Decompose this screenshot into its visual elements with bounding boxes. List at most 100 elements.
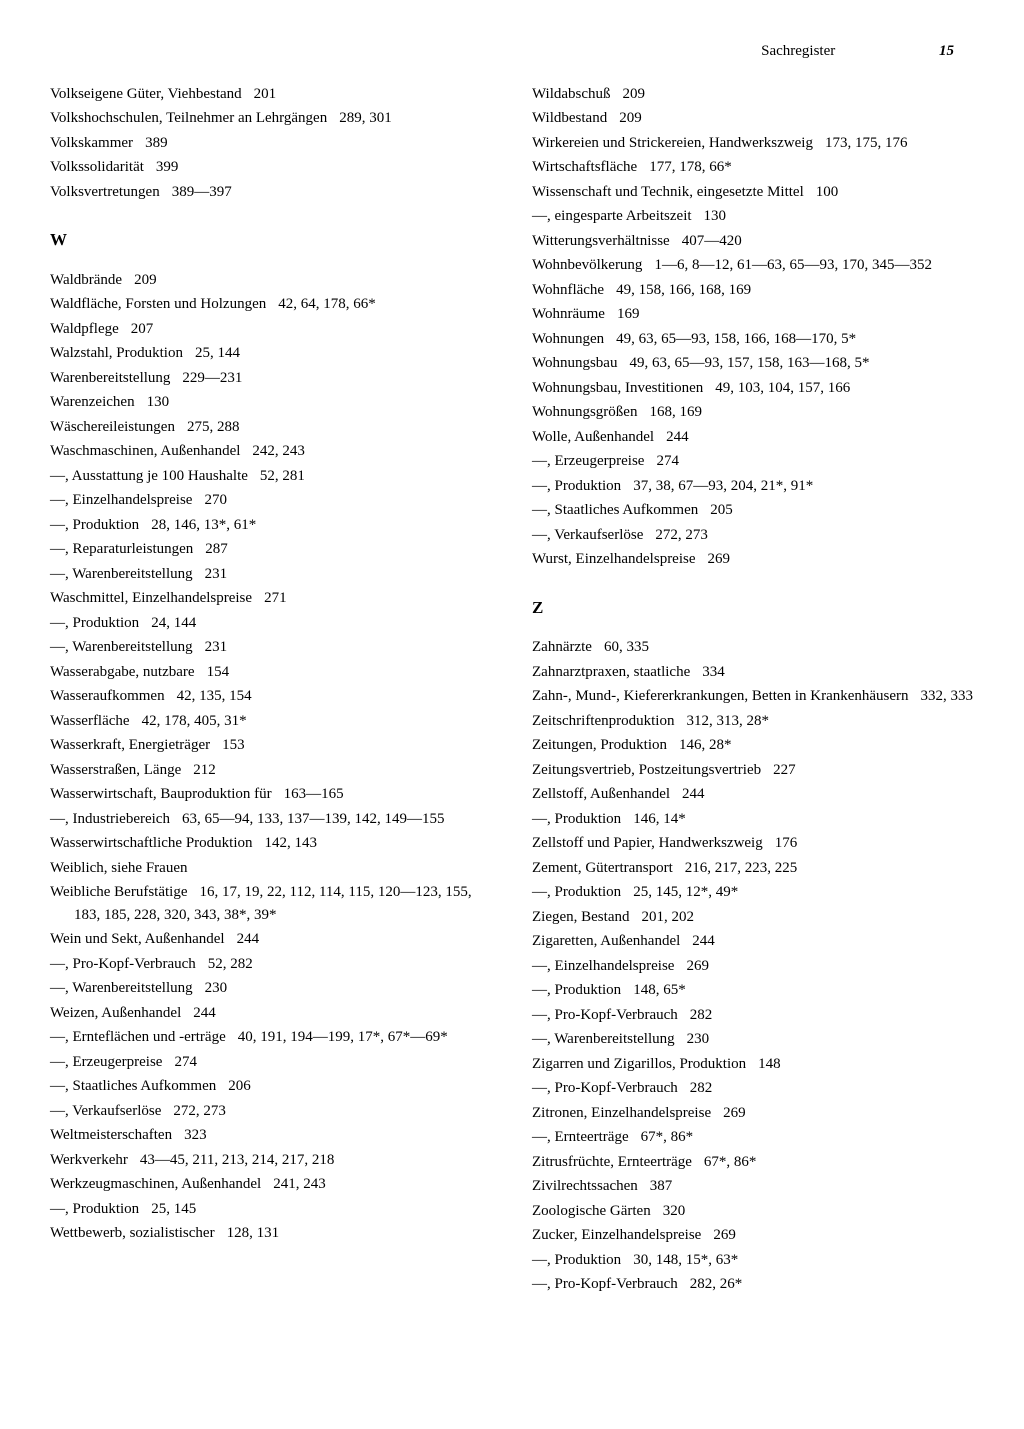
entry-text: Wirtschaftsfläche <box>532 159 637 175</box>
entry-text: Wohnungsgrößen <box>532 404 637 420</box>
index-entry: Wolle, Außenhandel 244 <box>532 426 974 449</box>
entry-text: Wohnungen <box>532 331 604 347</box>
entry-pages: 244 <box>193 1005 216 1021</box>
entry-pages: 242, 243 <box>252 443 305 459</box>
entry-text: Waldbrände <box>50 272 122 288</box>
entry-text: Waldpflege <box>50 321 119 337</box>
entry-pages: 25, 145, 12*, 49* <box>633 884 738 900</box>
index-entry: —, Erzeugerpreise274 <box>50 1051 492 1074</box>
entry-text: Wolle, Außenhandel <box>532 429 654 445</box>
entry-text: Zellstoff und Papier, Handwerkszweig <box>532 835 763 851</box>
index-entry: —, Produktion30, 148, 15*, 63* <box>532 1249 974 1272</box>
entry-text: Ziegen, Bestand <box>532 909 629 925</box>
index-entry: —, Staatliches Aufkommen205 <box>532 499 974 522</box>
entry-pages: 209 <box>623 86 646 102</box>
entry-pages: 332, 333 <box>921 688 974 704</box>
entry-text: Volkseigene Güter, Viehbestand <box>50 86 242 102</box>
entry-text: Wein und Sekt, Außenhandel <box>50 931 225 947</box>
index-entry: Wasserwirtschaft, Bauproduktion für163—1… <box>50 783 492 806</box>
entry-text: —, Einzelhandelspreise <box>532 958 674 974</box>
entry-text: —, Staatliches Aufkommen <box>50 1078 216 1094</box>
index-entry: Wurst, Einzelhandelspreise269 <box>532 548 974 571</box>
index-entry: Zellstoff, Außenhandel244 <box>532 783 974 806</box>
entry-text: Wildbestand <box>532 110 607 126</box>
entry-text: —, Erzeugerpreise <box>532 453 644 469</box>
index-entry: —, Produktion 25, 145, 12*, 49* <box>532 881 974 904</box>
index-entry: Volkseigene Güter, Viehbestand201 <box>50 83 492 106</box>
index-entry: Waldfläche, Forsten und Holzungen42, 64,… <box>50 293 492 316</box>
entry-text: —, Warenbereitstellung <box>532 1031 675 1047</box>
entry-pages: 146, 14* <box>633 811 686 827</box>
entry-text: Waschmittel, Einzelhandelspreise <box>50 590 252 606</box>
entry-text: Wohnräume <box>532 306 605 322</box>
index-entry: Zivilrechtssachen387 <box>532 1175 974 1198</box>
entry-pages: 231 <box>205 639 228 655</box>
entry-text: —, Erzeugerpreise <box>50 1054 162 1070</box>
index-entry: —, Produktion25, 145 <box>50 1198 492 1221</box>
index-entry: Weibliche Berufstätige16, 17, 19, 22, 11… <box>50 881 492 926</box>
index-entry: Zeitschriftenproduktion312, 313, 28* <box>532 710 974 733</box>
entry-text: Zement, Gütertransport <box>532 860 673 876</box>
entry-text: Wasserstraßen, Länge <box>50 762 181 778</box>
entry-text: —, Pro-Kopf-Verbrauch <box>50 956 196 972</box>
entry-text: Wäschereileistungen <box>50 419 175 435</box>
entry-text: Volkskammer <box>50 135 133 151</box>
page-number: 15 <box>939 43 954 59</box>
entry-pages: 30, 148, 15*, 63* <box>633 1252 738 1268</box>
index-entry: Wasserabgabe, nutzbare154 <box>50 661 492 684</box>
index-entry: Wäschereileistungen275, 288 <box>50 416 492 439</box>
entry-text: Wasserfläche <box>50 713 130 729</box>
index-entry: Wildabschuß209 <box>532 83 974 106</box>
entry-text: Zahnärzte <box>532 639 592 655</box>
entry-pages: 168, 169 <box>649 404 702 420</box>
entry-text: —, Ernteerträge <box>532 1129 629 1145</box>
index-entry: Wasserstraßen, Länge212 <box>50 759 492 782</box>
entry-pages: 241, 243 <box>273 1176 326 1192</box>
entry-pages: 334 <box>702 664 725 680</box>
index-entry: —, Produktion146, 14* <box>532 808 974 831</box>
index-entry: Zitrusfrüchte, Ernteerträge67*, 86* <box>532 1151 974 1174</box>
index-entry: Zucker, Einzelhandelspreise269 <box>532 1224 974 1247</box>
entry-pages: 274 <box>656 453 679 469</box>
index-entry: —, Einzelhandelspreise269 <box>532 955 974 978</box>
index-entry: —, Pro-Kopf-Verbrauch282 <box>532 1077 974 1100</box>
content-columns: Volkseigene Güter, Viehbestand201 Volksho… <box>50 83 974 1298</box>
entry-pages: 176 <box>775 835 798 851</box>
index-entry: Zoologische Gärten320 <box>532 1200 974 1223</box>
index-entry: —, Pro-Kopf-Verbrauch52, 282 <box>50 953 492 976</box>
index-entry: Zigaretten, Außenhandel244 <box>532 930 974 953</box>
entry-pages: 282 <box>690 1080 713 1096</box>
entry-pages: 28, 146, 13*, 61* <box>151 517 256 533</box>
entry-pages: 142, 143 <box>265 835 318 851</box>
index-entry: Wettbewerb, sozialistischer128, 131 <box>50 1222 492 1245</box>
index-entry: Werkverkehr43—45, 211, 213, 214, 217, 21… <box>50 1149 492 1172</box>
index-entry: Zeitungen, Produktion146, 28* <box>532 734 974 757</box>
entry-text: Weibliche Berufstätige <box>50 884 188 900</box>
entry-text: Wasserwirtschaftliche Produktion <box>50 835 253 851</box>
entry-pages: 271 <box>264 590 287 606</box>
index-entry: Wohnbevölkerung1—6, 8—12, 61—63, 65—93, … <box>532 254 974 277</box>
index-entry: Waschmittel, Einzelhandelspreise 271 <box>50 587 492 610</box>
entry-text: Zeitungsvertrieb, Postzeitungsvertrieb <box>532 762 761 778</box>
index-entry: Wohnfläche49, 158, 166, 168, 169 <box>532 279 974 302</box>
entry-text: Wettbewerb, sozialistischer <box>50 1225 215 1241</box>
index-entry: Zigarren und Zigarillos, Produktion148 <box>532 1053 974 1076</box>
entry-pages: 244 <box>666 429 689 445</box>
index-entry: Ziegen, Bestand201, 202 <box>532 906 974 929</box>
index-entry: —, Ernteflächen und -erträge40, 191, 194… <box>50 1026 492 1049</box>
entry-pages: 67*, 86* <box>704 1154 757 1170</box>
entry-text: —, Produktion <box>532 884 621 900</box>
entry-pages: 37, 38, 67—93, 204, 21*, 91* <box>633 478 813 494</box>
entry-pages: 148, 65* <box>633 982 686 998</box>
entry-text: —, Verkaufserlöse <box>532 527 643 543</box>
index-entry: Warenzeichen130 <box>50 391 492 414</box>
index-entry: —, Staatliches Aufkommen 206 <box>50 1075 492 1098</box>
entry-pages: 206 <box>228 1078 251 1094</box>
entry-pages: 282 <box>690 1007 713 1023</box>
index-entry: Zement, Gütertransport216, 217, 223, 225 <box>532 857 974 880</box>
entry-text: Volkshochschulen, Teilnehmer an Lehrgäng… <box>50 110 327 126</box>
index-entry: —, Pro-Kopf-Verbrauch282 <box>532 1004 974 1027</box>
entry-pages: 40, 191, 194—199, 17*, 67*—69* <box>238 1029 448 1045</box>
entry-text: Weiblich, siehe Frauen <box>50 860 188 876</box>
entry-text: Zeitschriftenproduktion <box>532 713 674 729</box>
